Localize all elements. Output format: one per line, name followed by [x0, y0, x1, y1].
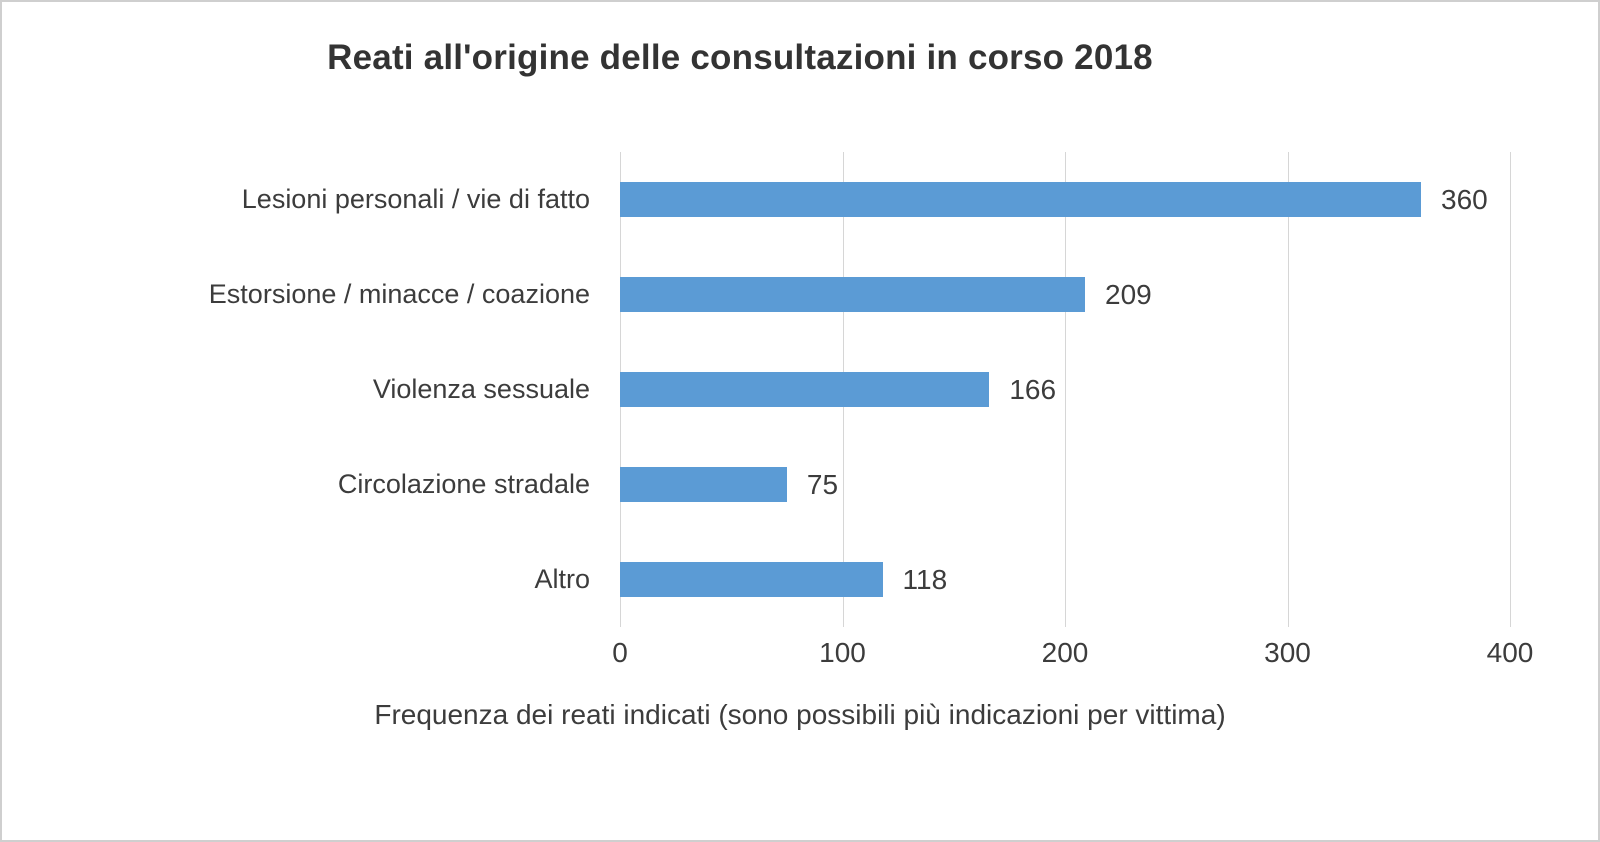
category-label: Altro — [534, 564, 590, 594]
x-axis-ticks: 0 100 200 300 400 — [612, 635, 1533, 671]
bar-value-label: 209 — [1105, 279, 1152, 310]
bar-row: 166 — [620, 342, 1510, 437]
x-tick-label: 100 — [819, 637, 866, 668]
gridline — [1065, 152, 1066, 627]
bar-row: 209 — [620, 247, 1510, 342]
gridline — [1510, 152, 1511, 627]
bar — [620, 182, 1421, 217]
category-labels: Lesioni personali / vie di fatto Estorsio… — [2, 152, 590, 627]
chart-title: Reati all'origine delle consultazioni in… — [327, 38, 1153, 77]
x-tick-label: 200 — [1041, 637, 1089, 668]
bar — [620, 562, 883, 597]
bar — [620, 372, 990, 407]
bar-value-label: 360 — [1441, 184, 1488, 215]
bar-value-label: 166 — [1009, 374, 1057, 405]
gridline — [1287, 152, 1289, 627]
category-label: Estorsione / minacce / coazione — [208, 279, 590, 309]
x-tick-label: 0 — [612, 637, 628, 668]
bar-value-label: 75 — [806, 469, 839, 500]
plot-area: 360 209 166 75 118 — [620, 152, 1511, 627]
bar — [620, 467, 787, 502]
category-label: Lesioni personali / vie di fatto — [241, 184, 590, 214]
bar-value-label: 118 — [902, 564, 948, 595]
bar-row: 360 — [620, 152, 1510, 247]
bar-row: 118 — [620, 532, 1510, 627]
x-axis-title: Frequenza dei reati indicati (sono possi… — [374, 699, 1226, 730]
x-tick-label: 300 — [1264, 637, 1311, 668]
category-label: Circolazione stradale — [337, 469, 590, 499]
x-tick-label: 400 — [1486, 637, 1534, 668]
bar-row: 75 — [620, 437, 1510, 532]
bar — [620, 277, 1086, 312]
category-label: Violenza sessuale — [372, 374, 590, 404]
